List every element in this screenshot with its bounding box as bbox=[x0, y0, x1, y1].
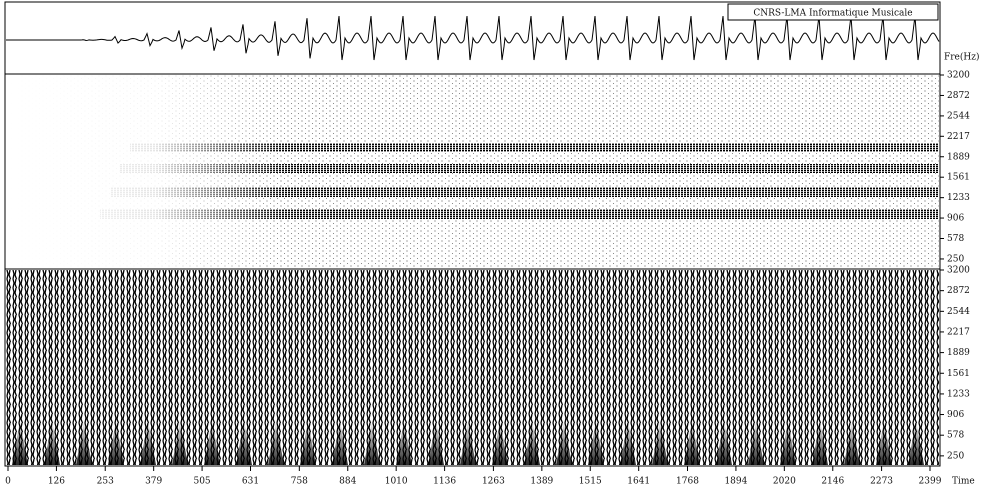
label-box bbox=[727, 3, 939, 21]
x-tick-label: 1768 bbox=[676, 477, 699, 487]
y-tick-label: 1889 bbox=[947, 348, 970, 358]
x-tick-label: 2273 bbox=[870, 477, 893, 487]
y-tick-label: 3200 bbox=[947, 266, 970, 276]
phase-wedge bbox=[396, 420, 412, 465]
x-tick-label: 1641 bbox=[627, 477, 650, 487]
y-tick-label: 2217 bbox=[947, 327, 970, 337]
y-tick-label: 1561 bbox=[947, 369, 970, 379]
phase-wedge bbox=[204, 420, 220, 465]
phase-wedge bbox=[588, 420, 604, 465]
y-tick-label: 3200 bbox=[947, 71, 970, 81]
fade bbox=[6, 75, 939, 268]
x-tick-label: 1515 bbox=[579, 477, 602, 487]
phase-wedge bbox=[140, 420, 156, 465]
y-tick-label: 578 bbox=[947, 234, 964, 244]
phase-wedge bbox=[364, 420, 380, 465]
phase-wedge bbox=[428, 420, 444, 465]
x-tick-label: 1894 bbox=[724, 477, 747, 487]
x-tick-label: 379 bbox=[145, 477, 162, 487]
x-tick-label: 631 bbox=[242, 477, 259, 487]
phase-wedge bbox=[556, 420, 572, 465]
x-tick-label: 1389 bbox=[530, 477, 553, 487]
x-tick-label: 1010 bbox=[385, 477, 408, 487]
phase-wedge bbox=[108, 420, 124, 465]
waveform bbox=[6, 15, 940, 61]
phase-wedge bbox=[460, 420, 476, 465]
phase-texture bbox=[6, 270, 939, 465]
x-tick-label: 758 bbox=[291, 477, 308, 487]
phase-wedge bbox=[44, 420, 60, 465]
x-tick-label: 1263 bbox=[482, 477, 505, 487]
x-tick-label: 0 bbox=[5, 477, 11, 487]
phase-wedge bbox=[236, 420, 252, 465]
phase-panel bbox=[6, 270, 939, 465]
lab-label: CNRS-LMA Informatique Musicale bbox=[753, 9, 912, 19]
phase-wedge bbox=[652, 420, 668, 465]
y-tick-label: 2872 bbox=[947, 91, 970, 101]
phase-wedge bbox=[684, 420, 700, 465]
phase-wedge bbox=[76, 420, 92, 465]
y-tick-label: 1233 bbox=[947, 389, 970, 399]
phase-wedge bbox=[748, 420, 764, 465]
y-tick-label: 2872 bbox=[947, 286, 970, 296]
x-tick-label: 126 bbox=[48, 477, 65, 487]
phase-wedge bbox=[12, 420, 28, 465]
phase-wedge bbox=[332, 420, 348, 465]
y-tick-label: 1561 bbox=[947, 173, 970, 183]
frame bbox=[4, 1, 941, 467]
y-tick-label: 2217 bbox=[947, 132, 970, 142]
y-tick-label: 906 bbox=[947, 410, 964, 420]
x-tick-label: 505 bbox=[193, 477, 210, 487]
x-tick-label: 2146 bbox=[821, 477, 844, 487]
x-tick-label: 1136 bbox=[433, 477, 456, 487]
x-tick-label: 253 bbox=[97, 477, 114, 487]
y-tick-label: 2544 bbox=[947, 307, 970, 317]
x-axis-label: Time bbox=[952, 477, 975, 487]
y-tick-label: 2544 bbox=[947, 111, 970, 121]
phase-wedge bbox=[780, 420, 796, 465]
phase-wedge bbox=[844, 420, 860, 465]
y-tick-label: 578 bbox=[947, 431, 964, 441]
phase-wedge bbox=[300, 420, 316, 465]
phase-wedge bbox=[268, 420, 284, 465]
y-axis-label: Fre(Hz) bbox=[944, 52, 980, 63]
phase-wedge bbox=[172, 420, 188, 465]
phase-wedge bbox=[876, 420, 892, 465]
x-tick-label: 2399 bbox=[919, 477, 942, 487]
x-tick-label: 2020 bbox=[773, 477, 796, 487]
ticks: 0 126 253 379 505 631 758 884 1010 1136 1263 1389 15… bbox=[5, 71, 970, 487]
phase-wedge bbox=[812, 420, 828, 465]
y-tick-label: 250 bbox=[947, 254, 964, 264]
phase-wedge bbox=[492, 420, 508, 465]
modulus-panel bbox=[6, 75, 939, 268]
y-tick-label: 1233 bbox=[947, 193, 970, 203]
y-tick-label: 1889 bbox=[947, 152, 970, 162]
phase-wedge bbox=[620, 420, 636, 465]
y-tick-label: 250 bbox=[947, 451, 964, 461]
phase-wedge bbox=[908, 420, 924, 465]
phase-wedge bbox=[524, 420, 540, 465]
phase-wedge bbox=[716, 420, 732, 465]
y-tick-label: 906 bbox=[947, 214, 964, 224]
x-tick-label: 884 bbox=[339, 477, 356, 487]
